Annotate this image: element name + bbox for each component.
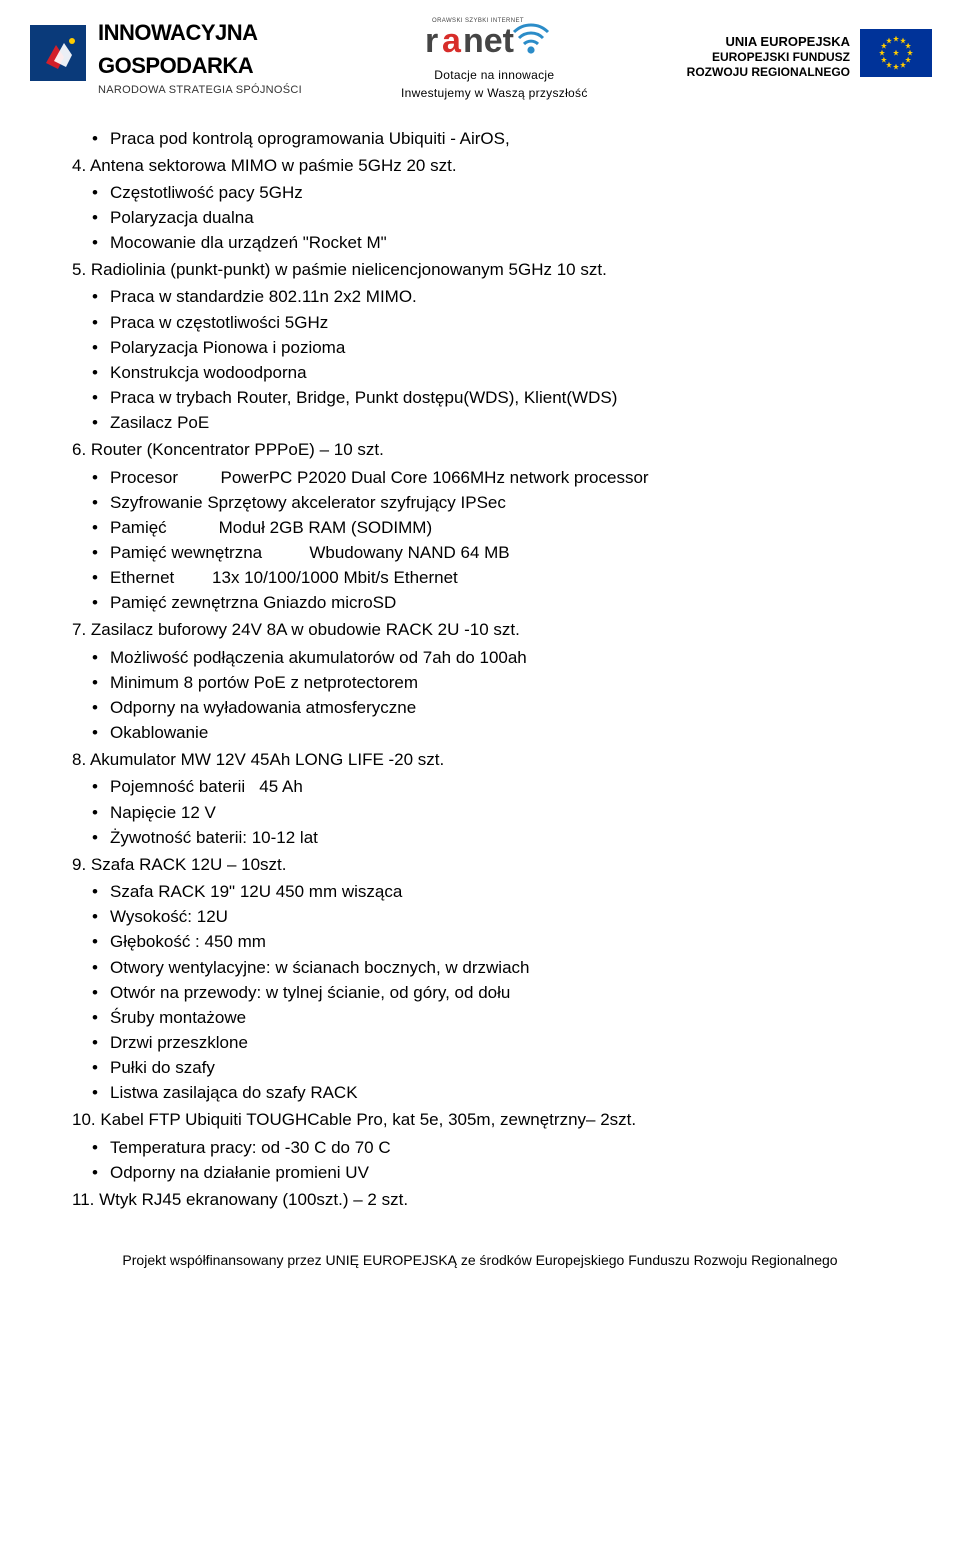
logo-innowacyjna-gospodarka: INNOWACYJNA GOSPODARKA NARODOWA STRATEGI… [28, 16, 302, 99]
list-item: Ethernet 13x 10/100/1000 Mbit/s Ethernet [110, 565, 888, 590]
list-item: Śruby montażowe [110, 1005, 888, 1030]
section-8-bullets: Pojemność baterii 45 Ah Napięcie 12 V Ży… [72, 774, 888, 849]
section-6-bullets: Procesor PowerPC P2020 Dual Core 1066MHz… [72, 465, 888, 616]
list-item: Praca pod kontrolą oprogramowania Ubiqui… [110, 126, 888, 151]
list-item: Procesor PowerPC P2020 Dual Core 1066MHz… [110, 465, 888, 490]
list-item: Listwa zasilająca do szafy RACK [110, 1080, 888, 1105]
list-item: Praca w trybach Router, Bridge, Punkt do… [110, 385, 888, 410]
eu-flag-icon [860, 29, 932, 85]
ig-title-1: INNOWACYJNA [98, 16, 302, 49]
list-item: Częstotliwość pacy 5GHz [110, 180, 888, 205]
section-8-title: 8. Akumulator MW 12V 45Ah LONG LIFE -20 … [72, 747, 888, 772]
list-item: Polaryzacja Pionowa i pozioma [110, 335, 888, 360]
section-6-title: 6. Router (Koncentrator PPPoE) – 10 szt. [72, 437, 888, 462]
section-9-title: 9. Szafa RACK 12U – 10szt. [72, 852, 888, 877]
section-5-title: 5. Radiolinia (punkt-punkt) w paśmie nie… [72, 257, 888, 282]
list-item: Odporny na wyładowania atmosferyczne [110, 695, 888, 720]
svg-text:a: a [442, 22, 462, 58]
section-4-bullets: Częstotliwość pacy 5GHz Polaryzacja dual… [72, 180, 888, 255]
section-7-bullets: Możliwość podłączenia akumulatorów od 7a… [72, 645, 888, 746]
document-body: Praca pod kontrolą oprogramowania Ubiqui… [0, 110, 960, 1233]
pre-bullet-list: Praca pod kontrolą oprogramowania Ubiqui… [72, 126, 888, 151]
list-item: Pamięć Moduł 2GB RAM (SODIMM) [110, 515, 888, 540]
list-item: Drzwi przeszklone [110, 1030, 888, 1055]
list-item: Głębokość : 450 mm [110, 929, 888, 954]
list-item: Szafa RACK 19" 12U 450 mm wisząca [110, 879, 888, 904]
list-item: Możliwość podłączenia akumulatorów od 7a… [110, 645, 888, 670]
logo-eu: UNIA EUROPEJSKA EUROPEJSKI FUNDUSZ ROZWO… [687, 29, 932, 85]
list-item: Otwór na przewody: w tylnej ścianie, od … [110, 980, 888, 1005]
list-item: Mocowanie dla urządzeń "Rocket M" [110, 230, 888, 255]
list-item: Otwory wentylacyjne: w ścianach bocznych… [110, 955, 888, 980]
ranet-icon: ORAWSKI SZYBKI INTERNET r a net [419, 43, 569, 62]
ig-text-block: INNOWACYJNA GOSPODARKA NARODOWA STRATEGI… [98, 16, 302, 99]
logo-ranet: ORAWSKI SZYBKI INTERNET r a net Dotacje … [401, 12, 588, 102]
section-5-bullets: Praca w standardzie 802.11n 2x2 MIMO. Pr… [72, 284, 888, 435]
svg-text:net: net [463, 22, 514, 58]
list-item: Pojemność baterii 45 Ah [110, 774, 888, 799]
list-item: Pułki do szafy [110, 1055, 888, 1080]
list-item: Polaryzacja dualna [110, 205, 888, 230]
list-item: Temperatura pracy: od -30 C do 70 C [110, 1135, 888, 1160]
ig-icon [28, 23, 88, 91]
list-item: Konstrukcja wodoodporna [110, 360, 888, 385]
section-10-title: 10. Kabel FTP Ubiquiti TOUGHCable Pro, k… [72, 1107, 888, 1132]
ig-title-2: GOSPODARKA [98, 49, 302, 82]
eu-line-2: EUROPEJSKI FUNDUSZ [687, 50, 850, 65]
svg-text:r: r [425, 22, 438, 58]
page-header: INNOWACYJNA GOSPODARKA NARODOWA STRATEGI… [0, 0, 960, 110]
eu-line-3: ROZWOJU REGIONALNEGO [687, 65, 850, 80]
list-item: Okablowanie [110, 720, 888, 745]
list-item: Napięcie 12 V [110, 800, 888, 825]
list-item: Szyfrowanie Sprzętowy akcelerator szyfru… [110, 490, 888, 515]
list-item: Praca w częstotliwości 5GHz [110, 310, 888, 335]
eu-line-1: UNIA EUROPEJSKA [687, 34, 850, 50]
section-11-title: 11. Wtyk RJ45 ekranowany (100szt.) – 2 s… [72, 1187, 888, 1212]
page-footer: Projekt współfinansowany przez UNIĘ EURO… [0, 1232, 960, 1287]
list-item: Wysokość: 12U [110, 904, 888, 929]
list-item: Zasilacz PoE [110, 410, 888, 435]
ranet-caption-1: Dotacje na innowacje [401, 66, 588, 84]
list-item: Pamięć zewnętrzna Gniazdo microSD [110, 590, 888, 615]
section-4-title: 4. Antena sektorowa MIMO w paśmie 5GHz 2… [72, 153, 888, 178]
list-item: Odporny na działanie promieni UV [110, 1160, 888, 1185]
section-9-bullets: Szafa RACK 19" 12U 450 mm wisząca Wysoko… [72, 879, 888, 1105]
ranet-caption-2: Inwestujemy w Waszą przyszłość [401, 84, 588, 102]
list-item: Żywotność baterii: 10-12 lat [110, 825, 888, 850]
list-item: Praca w standardzie 802.11n 2x2 MIMO. [110, 284, 888, 309]
list-item: Pamięć wewnętrzna Wbudowany NAND 64 MB [110, 540, 888, 565]
section-7-title: 7. Zasilacz buforowy 24V 8A w obudowie R… [72, 617, 888, 642]
section-10-bullets: Temperatura pracy: od -30 C do 70 C Odpo… [72, 1135, 888, 1185]
eu-text-block: UNIA EUROPEJSKA EUROPEJSKI FUNDUSZ ROZWO… [687, 34, 850, 80]
ig-subtitle: NARODOWA STRATEGIA SPÓJNOŚCI [98, 82, 302, 99]
list-item: Minimum 8 portów PoE z netprotectorem [110, 670, 888, 695]
